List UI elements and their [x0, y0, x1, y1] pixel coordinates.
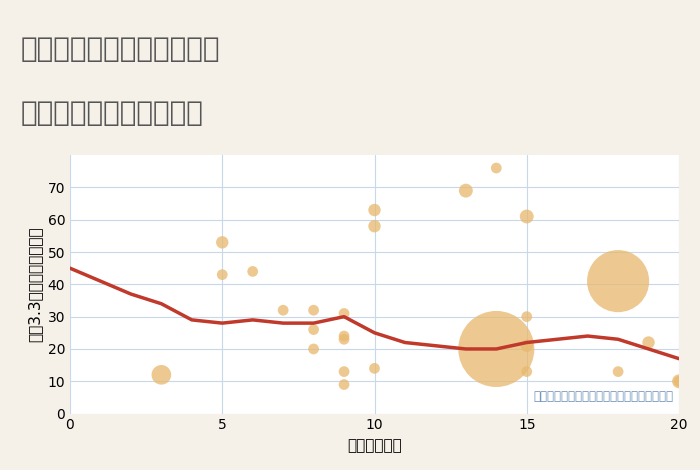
Point: [339, 332, 350, 340]
Point: [369, 206, 380, 214]
Point: [521, 368, 532, 376]
Point: [612, 368, 624, 376]
Point: [461, 187, 472, 195]
Point: [339, 381, 350, 388]
Point: [673, 377, 685, 385]
Point: [612, 277, 624, 285]
Point: [643, 339, 655, 346]
Point: [673, 377, 685, 385]
Point: [339, 336, 350, 343]
Y-axis label: 坪（3.3㎡）単価（万円）: 坪（3.3㎡）単価（万円）: [27, 227, 42, 342]
Point: [217, 239, 228, 246]
Point: [247, 267, 258, 275]
X-axis label: 駅距離（分）: 駅距離（分）: [347, 438, 402, 453]
Point: [491, 345, 502, 352]
Text: 円の大きさは、取引のあった物件面積を示す: 円の大きさは、取引のあった物件面積を示す: [533, 390, 673, 403]
Text: 駅距離別中古戸建て価格: 駅距離別中古戸建て価格: [21, 99, 204, 127]
Point: [491, 164, 502, 172]
Point: [339, 368, 350, 376]
Point: [369, 365, 380, 372]
Point: [369, 222, 380, 230]
Point: [339, 310, 350, 317]
Text: 兵庫県豊岡市日高町山田の: 兵庫県豊岡市日高町山田の: [21, 35, 221, 63]
Point: [521, 213, 532, 220]
Point: [521, 342, 532, 350]
Point: [277, 306, 289, 314]
Point: [217, 271, 228, 278]
Point: [308, 326, 319, 333]
Point: [308, 306, 319, 314]
Point: [156, 371, 167, 379]
Point: [308, 345, 319, 352]
Point: [521, 313, 532, 321]
